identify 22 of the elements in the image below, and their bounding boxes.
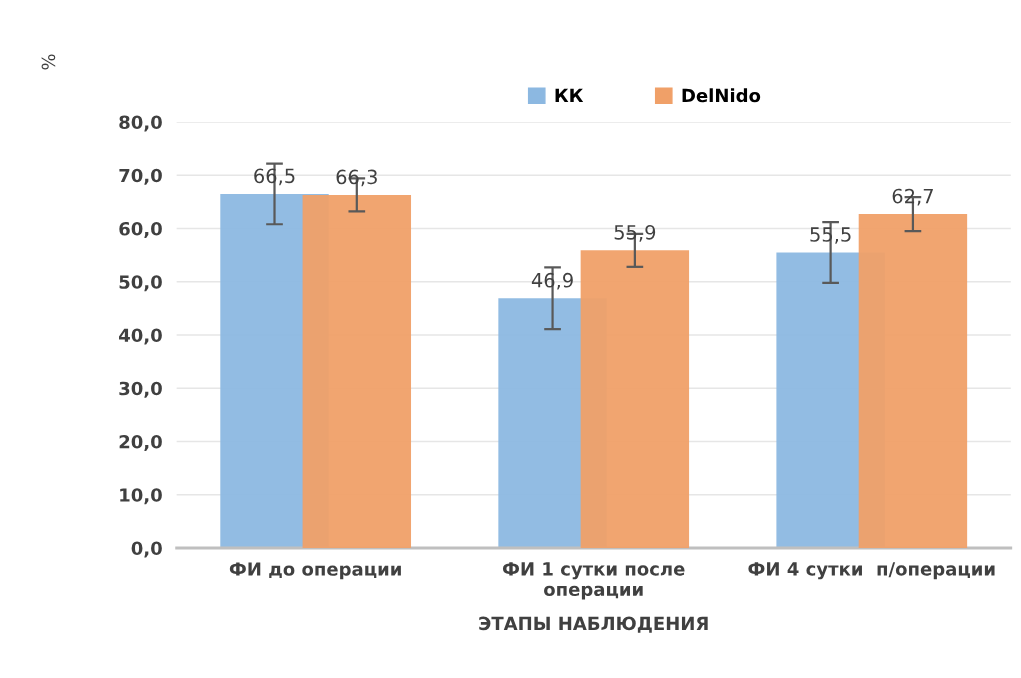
y-tick-label: 20,0: [119, 434, 162, 451]
x-tick-label: ФИ 4 сутки п/операции: [748, 562, 995, 580]
y-tick-label: 30,0: [119, 381, 162, 398]
y-axis-title: %: [41, 54, 56, 70]
y-tick-label: 0,0: [131, 541, 162, 558]
bar: [580, 250, 690, 548]
y-tick-label: 40,0: [119, 328, 162, 345]
bar: [302, 194, 412, 548]
data-label: 55,9: [614, 224, 656, 242]
y-tick-label: 70,0: [119, 168, 162, 185]
x-tick-label: ФИ до операции: [229, 562, 401, 580]
x-tick-label: ФИ 1 сутки после операции: [502, 562, 685, 600]
data-label: 66,3: [336, 169, 377, 187]
y-tick-label: 60,0: [119, 221, 162, 238]
legend-label: КК: [555, 88, 584, 102]
data-label: 62,7: [892, 188, 933, 206]
y-tick-label: 50,0: [119, 275, 162, 292]
bar: [858, 214, 968, 548]
y-tick-label: 80,0: [119, 115, 162, 132]
y-tick-label: 10,0: [120, 488, 162, 505]
legend-label: DelNido: [682, 88, 761, 103]
x-axis-title: ЭТАПЫ НАБЛЮДЕНИЯ: [479, 616, 708, 633]
